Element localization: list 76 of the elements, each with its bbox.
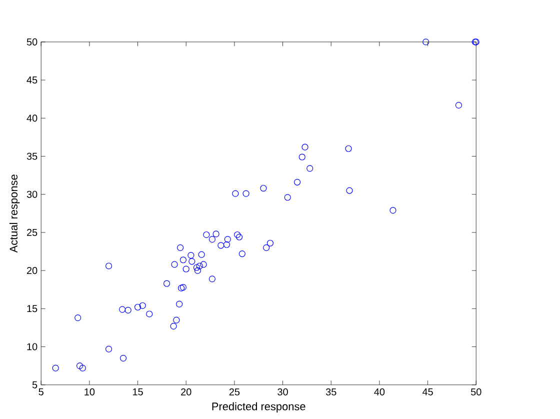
x-tick-label: 5 — [38, 388, 44, 396]
point — [194, 267, 201, 274]
point — [238, 250, 246, 258]
point — [176, 300, 183, 308]
y-tick-label: 5 — [32, 381, 38, 388]
point — [260, 185, 267, 192]
y-tick-label: 45 — [26, 76, 38, 84]
point — [180, 256, 186, 264]
y-tick-label: 10 — [27, 343, 38, 350]
point — [232, 190, 239, 197]
point — [146, 310, 153, 318]
x-tick-label: 10 — [84, 388, 95, 396]
point — [390, 207, 396, 214]
x-tick-label: 30 — [278, 388, 288, 396]
x-tick-label: 50 — [470, 388, 482, 396]
point — [200, 261, 207, 268]
point — [198, 251, 205, 258]
point — [208, 276, 216, 282]
y-tick-label: 25 — [26, 228, 38, 236]
point — [163, 280, 170, 287]
point — [134, 304, 142, 310]
y-tick-label: 20 — [26, 267, 38, 274]
x-tick-label: 20 — [181, 388, 192, 396]
point — [182, 266, 190, 272]
point — [345, 145, 352, 152]
point — [223, 241, 230, 248]
point — [236, 234, 243, 240]
x-axis-title: Predicted response — [212, 402, 306, 413]
point — [139, 302, 146, 309]
point — [120, 354, 127, 362]
point — [208, 236, 216, 243]
point — [266, 240, 274, 246]
y-axis-title: Actual response — [9, 174, 20, 253]
point — [76, 362, 84, 370]
y-tick-label: 40 — [26, 114, 38, 122]
point — [422, 38, 430, 46]
point — [177, 244, 184, 252]
point — [173, 316, 180, 324]
point — [455, 102, 462, 109]
point — [298, 154, 306, 160]
point — [180, 284, 186, 291]
point — [234, 232, 241, 238]
point — [171, 261, 178, 268]
y-tick-label: 30 — [26, 190, 38, 198]
y-tick-label: 35 — [26, 152, 38, 160]
x-tick-label: 15 — [132, 388, 143, 396]
x-tick-label: 25 — [229, 388, 240, 396]
point — [119, 306, 126, 313]
x-tick-label: 40 — [374, 388, 385, 396]
point — [193, 264, 200, 271]
point — [203, 232, 210, 238]
point — [124, 306, 132, 314]
point — [242, 190, 250, 197]
x-tick-label: 35 — [326, 388, 336, 396]
x-tick-label: 45 — [422, 388, 433, 396]
point — [294, 178, 301, 186]
point — [306, 165, 314, 172]
point — [212, 230, 220, 238]
y-tick-label: 50 — [26, 38, 38, 46]
point — [302, 144, 308, 150]
point — [263, 244, 270, 252]
point — [224, 236, 231, 243]
point — [284, 194, 291, 201]
point — [52, 364, 59, 372]
y-tick-label: 15 — [27, 305, 38, 312]
point — [170, 322, 177, 330]
point — [346, 187, 353, 194]
point — [196, 262, 203, 270]
point — [218, 242, 224, 249]
point — [105, 262, 112, 270]
point — [188, 258, 196, 265]
point — [105, 346, 112, 352]
point — [74, 314, 82, 322]
point — [178, 284, 185, 292]
point — [188, 252, 194, 259]
point — [79, 364, 86, 372]
